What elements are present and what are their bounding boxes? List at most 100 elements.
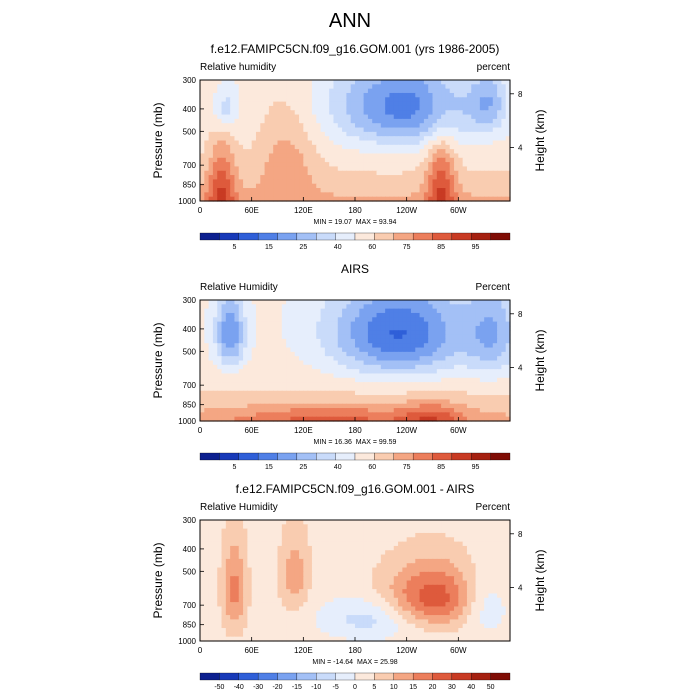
heatmap-cell xyxy=(402,300,408,305)
heatmap-cell xyxy=(333,554,339,560)
heatmap-cell xyxy=(410,166,416,172)
heatmap-cell xyxy=(359,334,365,340)
heatmap-cell xyxy=(311,92,317,98)
heatmap-cell xyxy=(238,192,244,198)
heatmap-cell xyxy=(398,101,403,107)
heatmap-cell xyxy=(260,105,266,111)
heatmap-cell xyxy=(402,136,408,142)
heatmap-cell xyxy=(355,321,360,327)
heatmap-cell xyxy=(441,97,447,103)
heatmap-cell xyxy=(359,416,365,422)
heatmap-cell xyxy=(505,330,511,336)
heatmap-cell xyxy=(350,300,356,305)
heatmap-cell xyxy=(221,330,227,336)
heatmap-cell xyxy=(471,131,477,137)
heatmap-cell xyxy=(479,166,485,172)
heatmap-cell xyxy=(204,563,210,569)
heatmap-cell xyxy=(428,118,434,124)
heatmap-cell xyxy=(299,403,304,409)
heatmap-cell xyxy=(217,84,223,90)
heatmap-cell xyxy=(423,317,429,323)
heatmap-cell xyxy=(449,114,455,120)
heatmap-cell xyxy=(466,545,472,551)
heatmap-cell xyxy=(255,386,261,392)
heatmap-cell xyxy=(492,88,498,94)
heatmap-cell xyxy=(505,162,511,168)
heatmap-cell xyxy=(281,321,287,327)
heatmap-cell xyxy=(225,101,231,107)
heatmap-cell xyxy=(342,563,347,569)
heatmap-cell xyxy=(372,343,378,349)
heatmap-cell xyxy=(501,80,507,85)
heatmap-cell xyxy=(363,131,369,137)
heatmap-cell xyxy=(445,175,451,180)
heatmap-cell xyxy=(329,170,335,176)
heatmap-cell xyxy=(466,97,472,103)
heatmap-cell xyxy=(445,351,451,357)
heatmap-cell xyxy=(492,170,498,176)
heatmap-cell xyxy=(264,412,270,418)
heatmap-cell xyxy=(505,321,511,327)
heatmap-cell xyxy=(281,377,287,383)
heatmap-cell xyxy=(376,545,382,551)
heatmap-cell xyxy=(410,330,416,336)
heatmap-cell xyxy=(367,360,373,366)
heatmap-cell xyxy=(230,88,236,94)
heatmap-cell xyxy=(225,343,231,349)
heatmap-cell xyxy=(299,338,304,344)
heatmap-cell xyxy=(277,537,283,543)
heatmap-cell xyxy=(333,537,339,543)
heatmap-cell xyxy=(484,183,490,189)
heatmap-cell xyxy=(204,144,210,150)
heatmap-cell xyxy=(458,114,464,120)
heatmap-cell xyxy=(273,330,279,336)
heatmap-cell xyxy=(204,520,210,525)
heatmap-cell xyxy=(488,386,494,392)
heatmap-cell xyxy=(350,317,356,323)
heatmap-cell xyxy=(311,101,317,107)
heatmap-cell xyxy=(204,403,210,409)
heatmap-cell xyxy=(243,395,248,400)
heatmap-cell xyxy=(200,395,205,400)
heatmap-cell xyxy=(225,114,231,120)
heatmap-cell xyxy=(238,188,244,193)
heatmap-cell xyxy=(294,351,300,357)
heatmap-cell xyxy=(393,347,399,353)
heatmap-cell xyxy=(268,532,274,538)
heatmap-cell xyxy=(367,179,373,185)
heatmap-cell xyxy=(402,356,408,362)
heatmap-cell xyxy=(423,192,429,198)
heatmap-cell xyxy=(372,399,378,405)
heatmap-cell xyxy=(376,149,382,155)
heatmap-cell xyxy=(363,386,369,392)
heatmap-cell xyxy=(385,84,391,90)
heatmap-cell xyxy=(268,386,274,392)
heatmap-cell xyxy=(260,144,266,150)
heatmap-cell xyxy=(505,395,511,400)
heatmap-cell xyxy=(320,390,326,396)
heatmap-cell xyxy=(449,386,455,392)
heatmap-cell xyxy=(299,84,304,90)
heatmap-cell xyxy=(204,157,210,163)
heatmap-cell xyxy=(355,101,360,107)
heatmap-cell xyxy=(462,408,468,413)
heatmap-cell xyxy=(346,300,352,305)
heatmap-cell xyxy=(449,192,455,198)
heatmap-cell xyxy=(346,183,352,189)
heatmap-cell xyxy=(398,416,403,422)
heatmap-cell xyxy=(406,382,412,388)
heatmap-cell xyxy=(225,144,231,150)
heatmap-cell xyxy=(204,338,210,344)
heatmap-cell xyxy=(398,369,403,375)
heatmap-cell xyxy=(208,84,214,90)
heatmap-cell xyxy=(273,541,279,547)
heatmap-cell xyxy=(471,360,477,366)
heatmap-cell xyxy=(423,175,429,180)
heatmap-cell xyxy=(225,92,231,98)
heatmap-cell xyxy=(475,118,481,124)
heatmap-cell xyxy=(436,166,442,172)
heatmap-cell xyxy=(200,386,205,392)
heatmap-cell xyxy=(445,118,451,124)
heatmap-cell xyxy=(243,563,248,569)
heatmap-cell xyxy=(389,179,395,185)
